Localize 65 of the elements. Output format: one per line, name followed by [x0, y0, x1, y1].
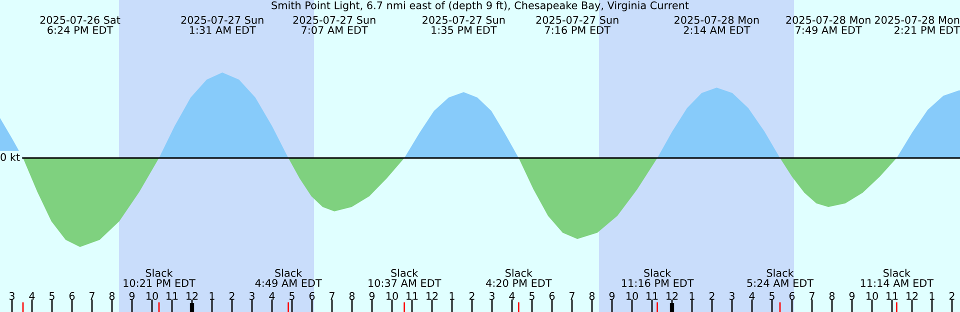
text: 2025-07-27 Sun 7:16 PM EDT [536, 16, 618, 34]
x-tick-label: 4 [29, 292, 35, 300]
x-tick-label: 7 [810, 292, 814, 300]
text: 2025-07-28 Mon 2:14 AM EDT [674, 16, 759, 34]
x-tick-label: 3 [729, 292, 734, 300]
x-tick-label: 8 [829, 292, 835, 300]
ref-line-label: 0 kt [0, 152, 20, 162]
text: 2025-07-28 Mon 7:49 AM EDT [786, 16, 870, 34]
x-tick-label: 11 [406, 292, 418, 300]
x-tick-label: 5 [289, 292, 294, 300]
x-tick-label: 1 [930, 292, 934, 300]
x-tick-label: 2 [469, 292, 474, 300]
x-tick-label: 9 [849, 292, 855, 300]
x-tick-label: 12 [906, 292, 918, 300]
text: 2025-07-28 Mon 2:21 PM EDT [874, 16, 960, 34]
x-tick-label: 4 [509, 292, 515, 300]
text: 2025-07-26 Sat 6:24 PM EDT [40, 16, 120, 34]
x-tick-label: 10 [386, 292, 398, 300]
x-tick-label: 5 [49, 292, 54, 300]
x-tick-label: 2 [709, 292, 714, 300]
x-tick-label: 2 [229, 292, 234, 300]
x-tick-label: 9 [369, 292, 375, 300]
x-tick-label: 12 [186, 292, 198, 300]
x-tick-label: 6 [789, 292, 795, 300]
x-tick-label: 1 [690, 292, 694, 300]
x-tick-label: 9 [129, 292, 135, 300]
text: Slack 11:16 PM EDT [622, 268, 694, 287]
x-tick-label: 7 [90, 292, 94, 300]
x-tick-label: 3 [9, 292, 14, 300]
x-tick-label: 12 [666, 292, 678, 300]
text: 2025-07-27 Sun 1:35 PM EDT [422, 16, 505, 34]
x-tick-label: 11 [646, 292, 658, 300]
x-tick-label: 12 [426, 292, 438, 300]
text: Slack 4:20 PM EDT [486, 268, 552, 287]
x-tick-label: 6 [549, 292, 555, 300]
x-tick-label: 11 [886, 292, 898, 300]
x-tick-label: 3 [249, 292, 254, 300]
text: Slack 11:14 AM EDT [860, 268, 934, 287]
x-tick-label: 5 [769, 292, 774, 300]
text: Slack 5:24 AM EDT [747, 268, 814, 287]
text: 2025-07-27 Sun 1:31 AM EDT [181, 16, 264, 34]
x-tick-label: 6 [309, 292, 315, 300]
x-tick-label: 10 [146, 292, 158, 300]
x-tick-label: 2 [949, 292, 954, 300]
x-tick-label: 4 [269, 292, 275, 300]
text: Slack 4:49 AM EDT [255, 268, 322, 287]
x-tick-label: 7 [570, 292, 574, 300]
x-tick-label: 1 [210, 292, 214, 300]
chart-title: Smith Point Light, 6.7 nmi east of (depth 9 ft), Chesapeake Bay, Virginia Current [272, 1, 689, 12]
x-tick-label: 3 [489, 292, 494, 300]
x-tick-label: 4 [749, 292, 755, 300]
x-tick-label: 10 [866, 292, 878, 300]
x-tick-label: 7 [330, 292, 334, 300]
text: Slack 10:37 AM EDT [368, 268, 442, 287]
x-tick-label: 8 [589, 292, 595, 300]
x-tick-label: 11 [166, 292, 178, 300]
x-tick-label: 6 [69, 292, 75, 300]
x-tick-label: 9 [609, 292, 615, 300]
x-tick-label: 5 [529, 292, 534, 300]
text: 2025-07-27 Sun 7:07 AM EDT [293, 16, 376, 34]
x-tick-label: 10 [626, 292, 638, 300]
x-tick-label: 1 [450, 292, 454, 300]
x-tick-label: 8 [349, 292, 355, 300]
x-tick-label: 8 [109, 292, 115, 300]
text: Slack 10:21 PM EDT [124, 268, 196, 287]
